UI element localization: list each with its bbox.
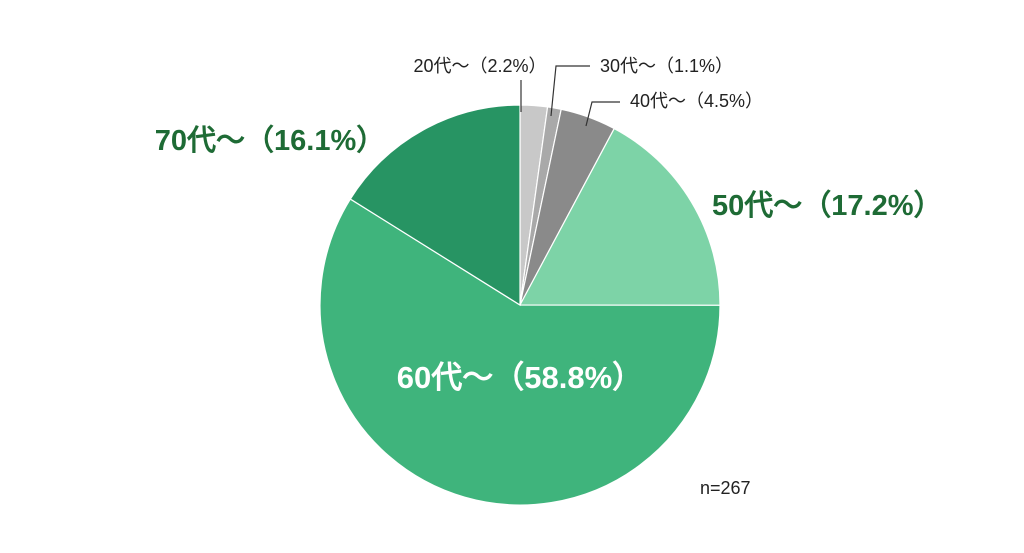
category-label: 60代～ bbox=[397, 360, 493, 395]
value-label: （16.1%） bbox=[245, 124, 385, 157]
leader-line bbox=[550, 65, 590, 117]
category-label: 70代～ bbox=[155, 124, 245, 157]
pie-slice bbox=[519, 127, 721, 306]
slice-label: 50代～（17.2%） bbox=[712, 189, 943, 222]
pie-slice bbox=[319, 198, 721, 506]
category-label: 50代～ bbox=[712, 189, 802, 222]
value-label: （17.2%） bbox=[802, 189, 942, 222]
value-label: （58.8%） bbox=[493, 360, 643, 395]
slice-label: 70代～（16.1%） bbox=[155, 124, 386, 157]
slice-label: 40代～（4.5%） bbox=[630, 91, 763, 111]
category-label: 20代～ bbox=[413, 56, 469, 76]
leader-line bbox=[585, 101, 620, 127]
value-label: （4.5%） bbox=[686, 91, 763, 111]
sample-size: n=267 bbox=[700, 478, 751, 498]
slice-label: 20代～（2.2%） bbox=[413, 56, 546, 76]
slice-label: 60代～（58.8%） bbox=[397, 360, 643, 395]
pie-slice bbox=[349, 104, 521, 307]
value-label: （1.1%） bbox=[656, 56, 733, 76]
category-label: 30代～ bbox=[600, 56, 656, 76]
category-label: 40代～ bbox=[630, 91, 686, 111]
slice-label: 30代～（1.1%） bbox=[600, 56, 733, 76]
value-label: （2.2%） bbox=[470, 56, 547, 76]
